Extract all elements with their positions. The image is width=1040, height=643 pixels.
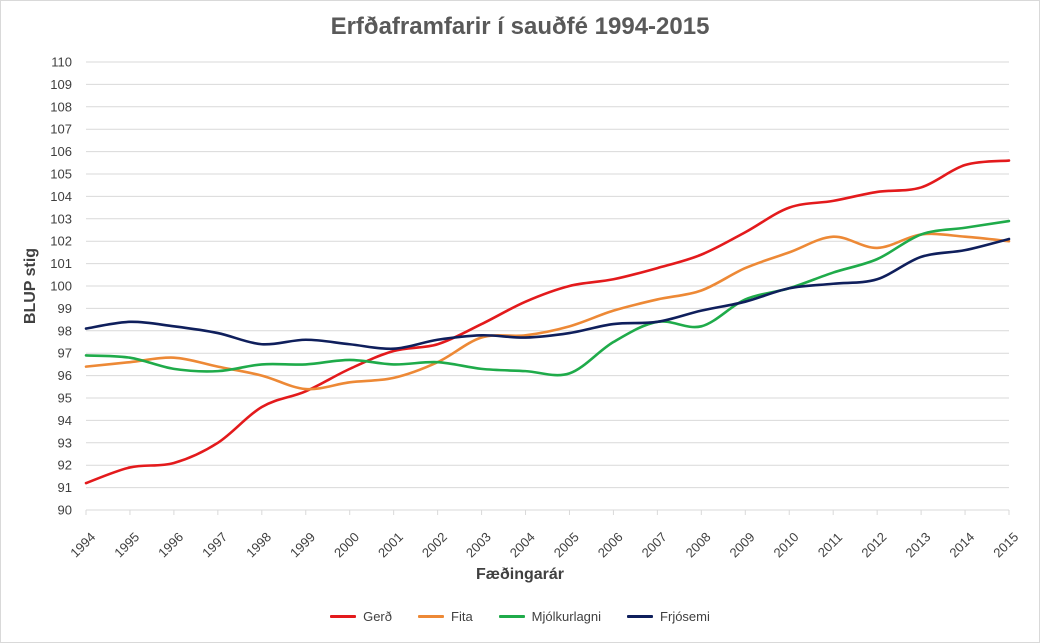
y-tick-label: 94 [58,413,72,428]
y-tick-label: 98 [58,323,72,338]
x-tick-labels: 1994 1995 1996 1997 1998 1999 2000 2001 2002 2003… [67,529,1021,560]
y-tick-label: 100 [50,279,72,294]
x-tick-label: 1994 [67,529,98,560]
x-tick-label: 1996 [155,529,186,560]
x-tick-label: 2004 [507,529,538,560]
x-tick-label: 2002 [419,529,450,560]
y-tick-label: 106 [50,144,72,159]
y-tick-label: 104 [50,189,72,204]
legend-swatch [627,615,654,618]
x-tick-label: 2009 [727,529,758,560]
x-tick-label: 2007 [639,529,670,560]
y-tick-label: 97 [58,346,72,361]
y-tick-label: 96 [58,368,72,383]
x-tick-label: 1998 [243,529,274,560]
y-tick-label: 93 [58,435,72,450]
y-tick-label: 105 [50,167,72,182]
y-tick-label: 110 [51,55,72,70]
y-tick-label: 107 [50,122,72,137]
series-line-2 [84,232,1011,391]
x-tick-label: 2014 [946,529,977,560]
y-tick-label: 91 [58,480,72,495]
legend-swatch [418,615,444,618]
legend-label: Gerð [363,609,392,624]
x-tick-label: 2011 [815,530,845,560]
x-tick-label: 1995 [111,529,142,560]
x-tick-label: 2006 [595,529,626,560]
legend-item: Mjólkurlagni [498,609,602,624]
x-tick-label: 2008 [683,529,714,560]
chart-title: Erfðaframfarir í sauðfé 1994-2015 [330,13,710,40]
series-line-4 [84,237,1011,351]
y-tick-label: 92 [58,458,72,473]
y-tick-label: 108 [50,99,72,114]
x-tick-label: 2000 [331,529,362,560]
x-tick-label: 2015 [990,529,1021,560]
y-tick-label: 109 [50,77,72,92]
x-tick-label: 2003 [463,529,494,560]
x-tick-label: 1999 [287,529,318,560]
y-tick-label: 102 [50,234,72,249]
y-tick-label: 101 [50,256,72,271]
legend-label: Frjósemi [660,609,710,624]
gridlines [85,61,1010,515]
y-tick-label: 95 [58,391,72,406]
series-line-3 [84,219,1011,377]
legend-swatch [330,615,357,618]
y-tick-label: 99 [58,301,72,316]
x-tick-label: 2013 [902,529,933,560]
legend: Gerð Fita Mjólkurlagni Frjósemi [1,609,1039,624]
series-lines [84,159,1011,485]
x-tick-label: 1997 [199,529,230,560]
y-tick-label: 90 [58,503,72,518]
y-tick-label: 103 [50,211,72,226]
legend-swatch [498,615,525,618]
y-tick-labels: 90 91 92 93 94 95 96 97 98 99 100 101 102 103 104 105 10… [50,55,72,518]
x-tick-label: 2005 [551,529,582,560]
x-axis-title: Fæðingarár [475,566,564,583]
x-tick-label: 2010 [771,529,802,560]
legend-label: Mjólkurlagni [531,609,602,624]
legend-item: Gerð [330,609,392,624]
legend-label: Fita [451,609,473,624]
legend-item: Fita [418,609,473,624]
legend-item: Frjósemi [627,609,710,624]
x-tick-label: 2012 [858,529,889,560]
x-tick-label: 2001 [375,529,406,560]
series-line-1 [84,159,1011,485]
